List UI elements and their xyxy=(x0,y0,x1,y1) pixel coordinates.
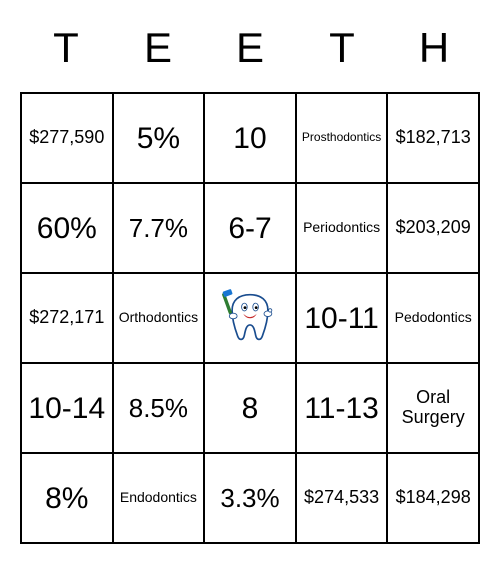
bingo-cell[interactable]: $274,533 xyxy=(296,453,388,543)
bingo-grid: $277,590 5% 10 Prosthodontics $182,713 60% 7.7… xyxy=(20,92,480,544)
header-letter-2: E xyxy=(112,20,204,84)
bingo-cell[interactable]: 10 xyxy=(204,93,296,183)
bingo-cell[interactable]: 6-7 xyxy=(204,183,296,273)
bingo-cell[interactable]: 5% xyxy=(113,93,205,183)
cell-text: 10-11 xyxy=(304,302,379,335)
bingo-cell[interactable]: 11-13 xyxy=(296,363,388,453)
bingo-header-row: T E E T H xyxy=(20,20,480,84)
bingo-cell[interactable]: 10-11 xyxy=(296,273,388,363)
header-letter-3: E xyxy=(204,20,296,84)
cell-text: 8.5% xyxy=(129,394,188,423)
bingo-cell[interactable]: 60% xyxy=(21,183,113,273)
header-letter-1: T xyxy=(20,20,112,84)
bingo-card: T E E T H $277,590 5% 10 Prosthodontics $182… xyxy=(20,20,480,544)
bingo-cell[interactable]: 3.3% xyxy=(204,453,296,543)
cell-text: $274,533 xyxy=(304,488,379,508)
bingo-cell[interactable]: $277,590 xyxy=(21,93,113,183)
bingo-cell[interactable]: Pedodontics xyxy=(387,273,479,363)
bingo-cell[interactable]: 7.7% xyxy=(113,183,205,273)
cell-text: Periodontics xyxy=(303,220,380,235)
bingo-cell[interactable]: Endodontics xyxy=(113,453,205,543)
bingo-cell[interactable]: 8 xyxy=(204,363,296,453)
cell-text: $184,298 xyxy=(396,488,471,508)
bingo-cell[interactable]: Prosthodontics xyxy=(296,93,388,183)
cell-text: 60% xyxy=(37,212,97,245)
header-letter-4: T xyxy=(296,20,388,84)
cell-text: 10-14 xyxy=(28,392,105,425)
cell-text: 3.3% xyxy=(220,484,279,513)
cell-text: $182,713 xyxy=(396,128,471,148)
bingo-cell[interactable]: $203,209 xyxy=(387,183,479,273)
cell-text: $272,171 xyxy=(29,308,104,328)
tooth-icon xyxy=(222,288,278,349)
cell-text: $203,209 xyxy=(396,218,471,238)
cell-text: 8% xyxy=(45,482,88,515)
bingo-cell[interactable]: 10-14 xyxy=(21,363,113,453)
cell-text: Endodontics xyxy=(120,490,197,505)
cell-text: 8 xyxy=(242,392,259,425)
cell-text: Oral Surgery xyxy=(390,388,476,428)
bingo-cell[interactable]: $272,171 xyxy=(21,273,113,363)
bingo-cell[interactable]: Periodontics xyxy=(296,183,388,273)
cell-text: 5% xyxy=(137,122,180,155)
cell-text: Orthodontics xyxy=(119,310,198,325)
cell-text: 10 xyxy=(233,122,266,155)
bingo-free-space[interactable] xyxy=(204,273,296,363)
bingo-cell[interactable]: 8% xyxy=(21,453,113,543)
cell-text: Pedodontics xyxy=(395,310,472,325)
bingo-cell[interactable]: Oral Surgery xyxy=(387,363,479,453)
cell-text: 7.7% xyxy=(129,214,188,243)
bingo-cell[interactable]: $182,713 xyxy=(387,93,479,183)
bingo-cell[interactable]: $184,298 xyxy=(387,453,479,543)
bingo-cell[interactable]: Orthodontics xyxy=(113,273,205,363)
cell-text: 6-7 xyxy=(228,212,271,245)
cell-text: 11-13 xyxy=(304,392,379,425)
bingo-cell[interactable]: 8.5% xyxy=(113,363,205,453)
header-letter-5: H xyxy=(388,20,480,84)
cell-text: Prosthodontics xyxy=(302,131,381,144)
cell-text: $277,590 xyxy=(29,128,104,148)
